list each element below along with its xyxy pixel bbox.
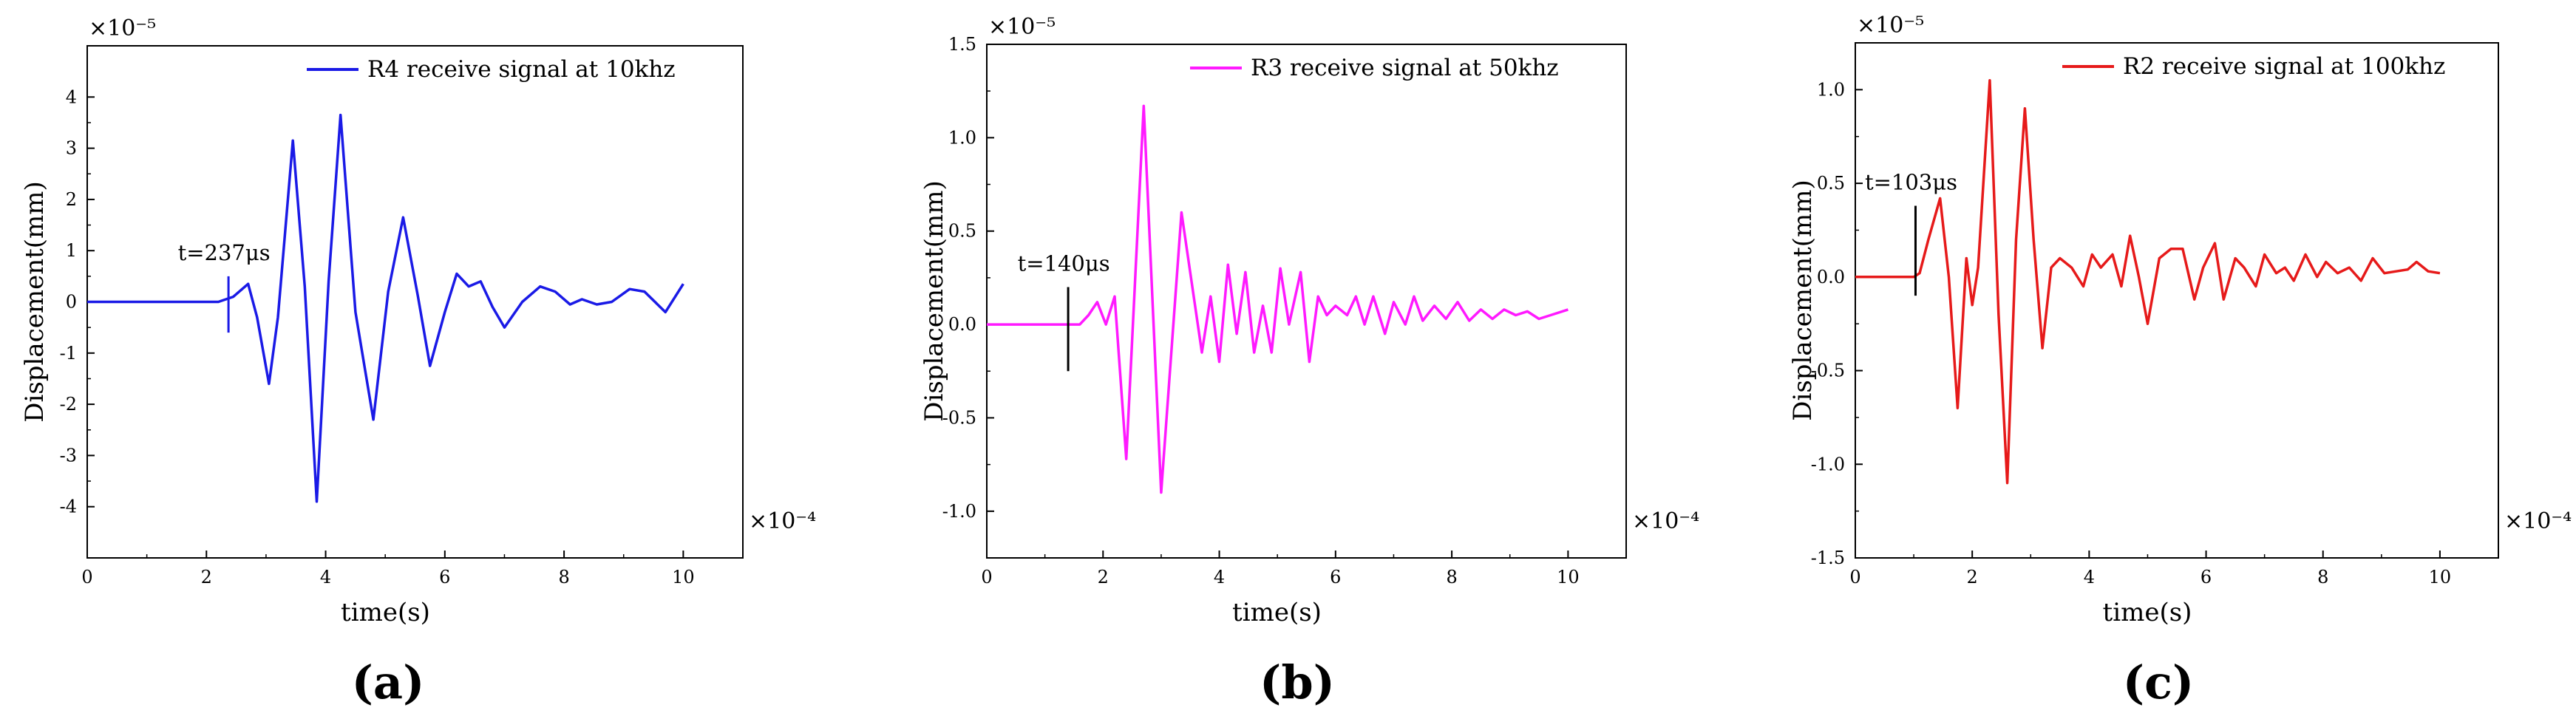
y-tick-label: 0.5 bbox=[948, 221, 976, 242]
x-tick-label: 10 bbox=[672, 567, 695, 587]
x-multiplier: ×10⁻⁴ bbox=[1632, 508, 1699, 534]
x-tick-label: 2 bbox=[201, 567, 212, 587]
y-tick-label: -2 bbox=[60, 394, 77, 415]
y-tick-label: -0.5 bbox=[1811, 361, 1845, 381]
panel-caption: (a) bbox=[352, 655, 425, 709]
x-tick-label: 2 bbox=[1098, 567, 1109, 587]
y-tick-label: 1.0 bbox=[1817, 79, 1845, 100]
legend-label: R4 receive signal at 10khz bbox=[367, 56, 676, 83]
x-tick-label: 0 bbox=[81, 567, 92, 587]
y-tick-label: 0 bbox=[66, 292, 77, 313]
x-tick-label: 10 bbox=[2429, 567, 2452, 587]
y-axis-label: Displacement(mm) bbox=[920, 180, 949, 422]
y-axis-label: Displacement(mm) bbox=[20, 181, 50, 423]
y-axis-label: Displacement(mm) bbox=[1788, 180, 1818, 421]
panel-a: 0 2 4 6 8 10 -4 -3 -2 -1 0 1 2 3 4 time(s) Displacement(… bbox=[20, 16, 816, 709]
y-tick-label: -1 bbox=[60, 343, 77, 364]
y-multiplier: ×10⁻⁵ bbox=[89, 16, 156, 41]
y-tick-label: 4 bbox=[66, 86, 77, 107]
panel-caption: (c) bbox=[2123, 655, 2194, 709]
x-tick-label: 4 bbox=[2084, 567, 2095, 587]
y-tick-label: -0.5 bbox=[942, 407, 976, 428]
x-tick-label: 8 bbox=[2317, 567, 2328, 587]
x-tick-label: 6 bbox=[2201, 567, 2212, 587]
series-line bbox=[87, 113, 684, 503]
legend-label: R3 receive signal at 50khz bbox=[1251, 55, 1559, 81]
onset-annotation: t=103μs bbox=[1865, 170, 1957, 195]
series-line bbox=[1855, 78, 2441, 485]
series-line bbox=[987, 104, 1569, 494]
y-tick-label: 1.0 bbox=[948, 127, 976, 148]
x-tick-label: 10 bbox=[1557, 567, 1580, 587]
y-tick-label: -1.0 bbox=[942, 501, 976, 522]
x-tick-label: 0 bbox=[981, 567, 992, 587]
y-tick-label: 0.0 bbox=[948, 314, 976, 335]
y-tick-label: -1.0 bbox=[1811, 454, 1845, 474]
y-tick-label: 0.0 bbox=[1817, 267, 1845, 287]
x-axis-label: time(s) bbox=[1232, 598, 1322, 627]
x-axis-label: time(s) bbox=[2103, 598, 2192, 627]
panel-c: 0 2 4 6 8 10 -1.5 -1.0 -0.5 0.0 0.5 1.0 time(s) Displ… bbox=[1788, 13, 2572, 709]
y-tick-label: 1.5 bbox=[948, 34, 976, 55]
y-tick-label: -3 bbox=[60, 445, 77, 466]
panel-caption: (b) bbox=[1260, 655, 1335, 709]
x-tick-label: 0 bbox=[1849, 567, 1860, 587]
plot-frame bbox=[1855, 42, 2499, 559]
x-tick-label: 6 bbox=[439, 567, 450, 587]
y-tick-label: 1 bbox=[66, 240, 77, 261]
x-tick-label: 4 bbox=[320, 567, 331, 587]
y-tick-label: -1.5 bbox=[1811, 548, 1845, 568]
y-multiplier: ×10⁻⁵ bbox=[1857, 13, 1924, 38]
x-tick-label: 8 bbox=[1446, 567, 1457, 587]
x-tick-label: 4 bbox=[1214, 567, 1225, 587]
y-tick-label: -4 bbox=[60, 497, 77, 517]
onset-annotation: t=237μs bbox=[178, 240, 271, 265]
y-multiplier: ×10⁻⁵ bbox=[988, 14, 1056, 40]
panel-b: 0 2 4 6 8 10 -1.0 -0.5 0.0 0.5 1.0 1.5 time(s) Displa… bbox=[920, 14, 1699, 709]
x-tick-label: 2 bbox=[1967, 567, 1978, 587]
x-axis-label: time(s) bbox=[341, 598, 430, 627]
onset-annotation: t=140μs bbox=[1018, 251, 1110, 276]
x-tick-label: 6 bbox=[1330, 567, 1341, 587]
y-tick-label: 2 bbox=[66, 189, 77, 210]
y-tick-label: 3 bbox=[66, 138, 77, 159]
x-tick-label: 8 bbox=[558, 567, 569, 587]
plot-frame bbox=[986, 44, 1627, 559]
legend-label: R2 receive signal at 100khz bbox=[2123, 53, 2445, 80]
y-tick-label: 0.5 bbox=[1817, 173, 1845, 194]
x-multiplier: ×10⁻⁴ bbox=[749, 508, 816, 534]
x-multiplier: ×10⁻⁴ bbox=[2504, 508, 2572, 534]
